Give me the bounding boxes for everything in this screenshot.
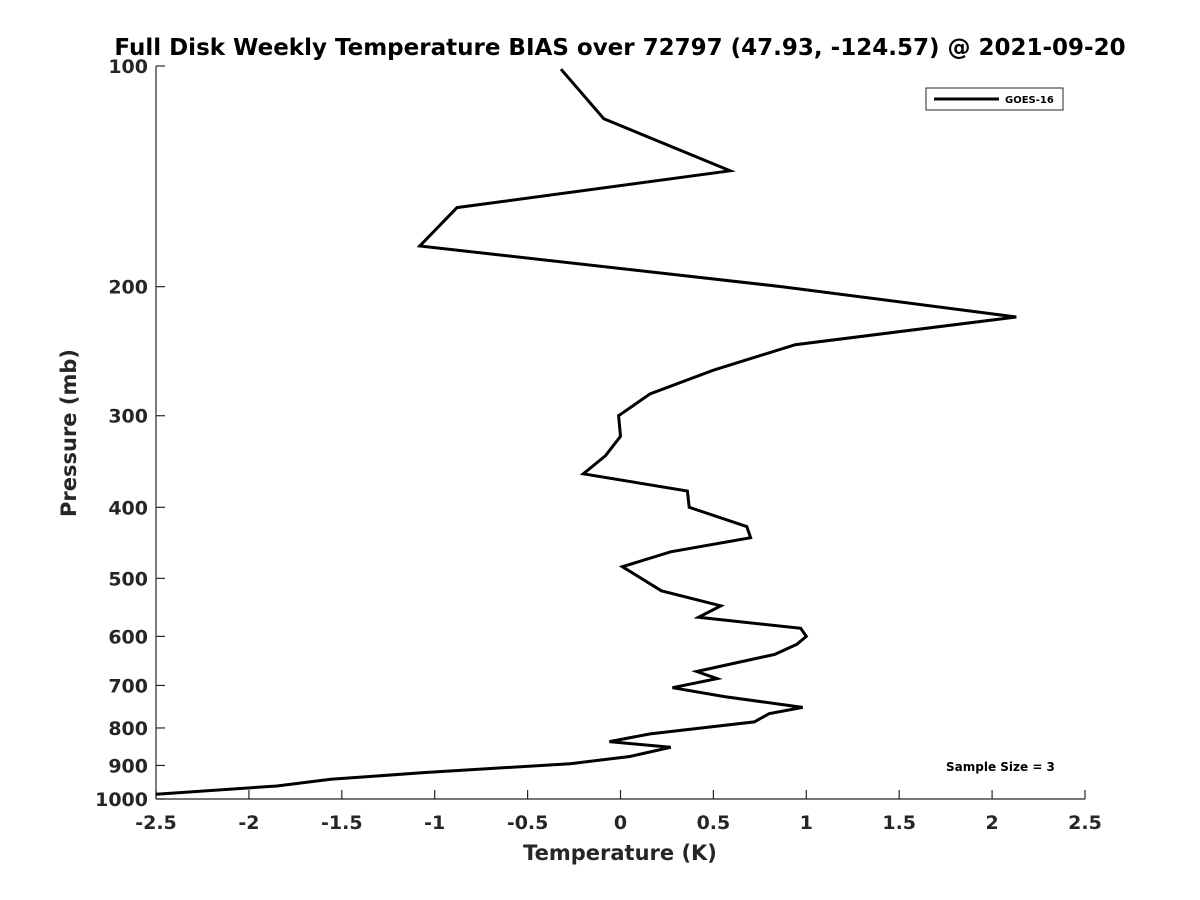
y-tick-label: 300 [108,406,148,428]
y-tick-label: 500 [108,568,148,590]
y-tick-label: 200 [108,277,148,299]
y-tick-label: 900 [108,755,148,777]
x-tick-label: -0.5 [507,812,549,834]
y-tick-label: 600 [108,626,148,648]
y-tick-label: 100 [108,56,148,78]
x-axis-label: Temperature (K) [523,841,717,865]
y-tick-label: 800 [108,718,148,740]
x-tick-label: -2 [238,812,259,834]
legend: GOES-16 [925,87,1064,111]
y-tick-label: 400 [108,497,148,519]
x-tick-label: -1.5 [321,812,363,834]
y-axis-label: Pressure (mb) [57,349,81,517]
series-line-goes-16 [155,68,1017,796]
y-tick-label: 1000 [95,789,148,811]
x-tick-label: 0.5 [697,812,731,834]
sample-size-annotation: Sample Size = 3 [946,760,1055,774]
x-tick-label: -1 [424,812,445,834]
x-tick-label: 1.5 [882,812,916,834]
legend-label-goes-16: GOES-16 [1005,95,1054,106]
y-tick-label: 700 [108,675,148,697]
chart-title: Full Disk Weekly Temperature BIAS over 7… [114,35,1125,61]
x-tick-label: -2.5 [135,812,177,834]
x-tick-label: 1 [800,812,813,834]
x-tick-label: 2.5 [1068,812,1102,834]
x-tick-label: 0 [614,812,627,834]
y-ticks: 100 200 300 400 500 600 700 800 900 1000 [95,56,165,811]
x-ticks: -2.5 -2 -1.5 -1 -0.5 0 0.5 1 1.5 2 2.5 [135,790,1102,834]
x-tick-label: 2 [985,812,998,834]
